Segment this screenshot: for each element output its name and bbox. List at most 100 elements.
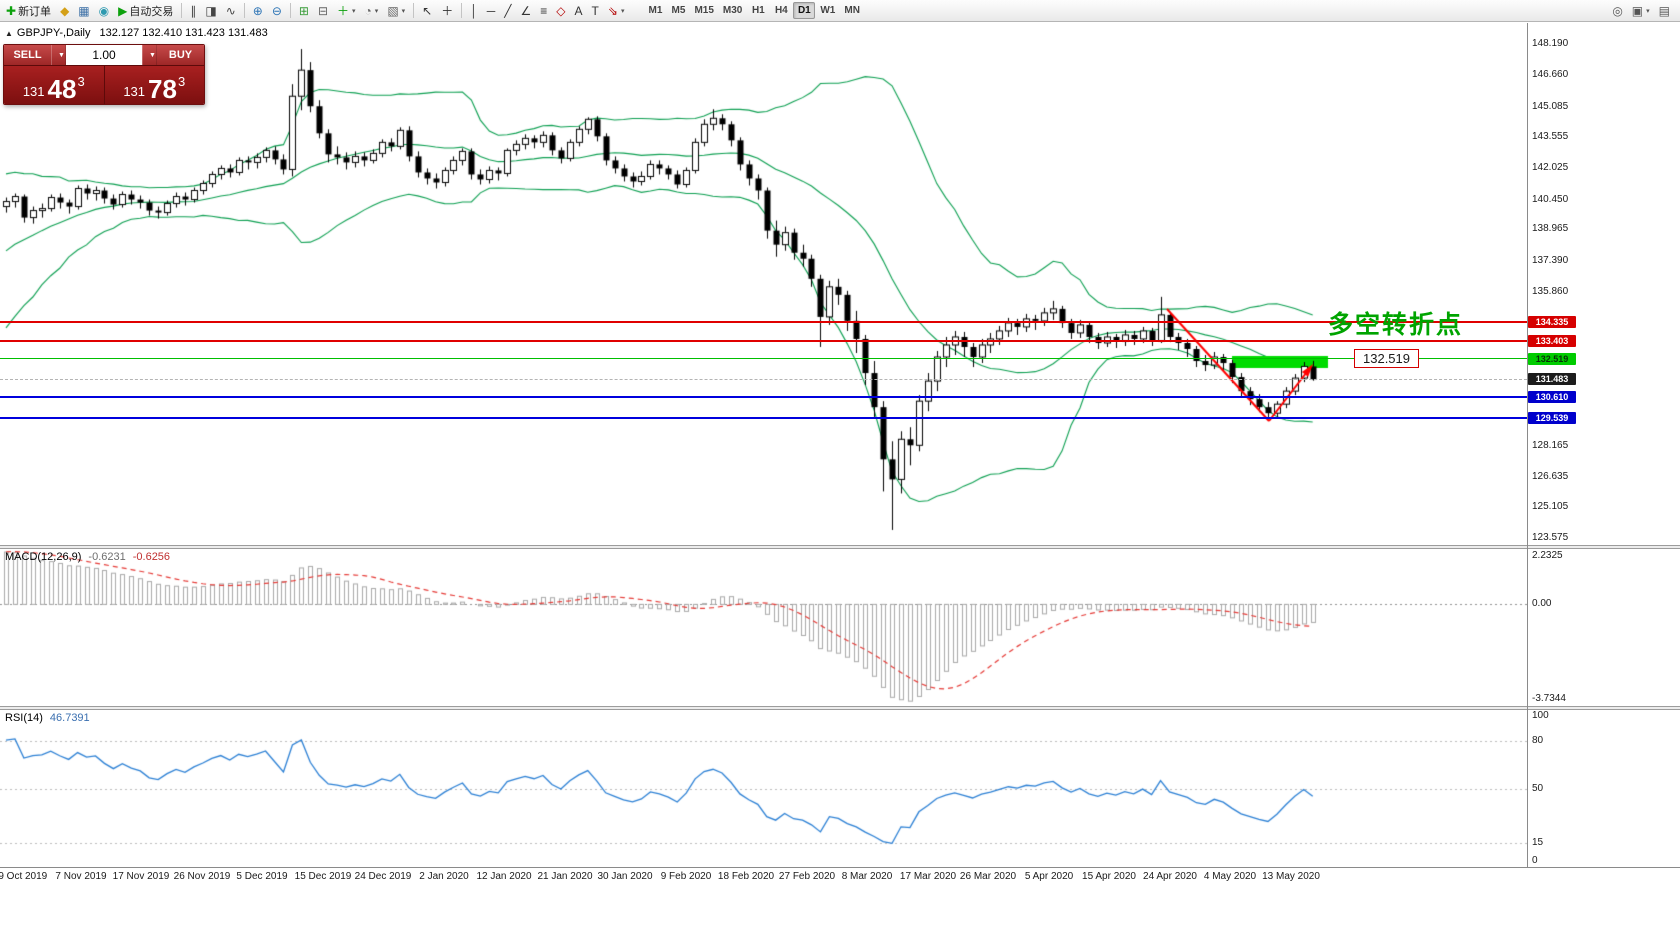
pane-separator[interactable] — [0, 706, 1680, 710]
new-order-button-label: 新订单 — [18, 5, 52, 18]
bar-chart-button[interactable]: ∥ — [186, 2, 200, 20]
price-callout-label[interactable]: 132.519 — [1354, 349, 1419, 368]
macd-label: MACD(12,26,9) -0.6231 -0.6256 — [5, 551, 170, 563]
timeframe-h1-button[interactable]: H1 — [747, 2, 769, 19]
channel-icon: ∠ — [520, 3, 532, 18]
fibonacci-button[interactable]: ≡ — [536, 2, 551, 20]
timeframe-mn-button[interactable]: MN — [840, 2, 864, 19]
date-label: 17 Nov 2019 — [112, 871, 170, 882]
rsi-axis-50: 50 — [1532, 782, 1544, 794]
price-axis-label: 148.190 — [1532, 38, 1569, 50]
auto-trading-button[interactable]: ▶ 自动交易 — [114, 2, 177, 20]
date-label: 21 Jan 2020 — [537, 871, 593, 882]
chart-title: ▲ GBPJPY-,Daily 132.127 132.410 131.423 13… — [5, 27, 268, 39]
rsi-pane-canvas[interactable] — [0, 710, 1527, 867]
date-label: 18 Feb 2020 — [717, 871, 775, 882]
timeframe-m15-button[interactable]: M15 — [690, 2, 717, 19]
chart-symbol-period: GBPJPY-,Daily — [16, 27, 91, 39]
periods-button[interactable]: ◔ ▾ — [361, 2, 383, 20]
toolbar-left-group: ✚ 新订单 ◆ ▦ ◉ ▶ 自动交易 ∥ ◨ ∿ ⊕ ⊖ ⊞ ⊟ ＋ ▾ ◔ ▾ ▧ ▾ ↖ ＋ │ ─ ╱ ∠ ≡ ◇ A T ⇘ ▾ — [2, 2, 628, 20]
new-chart-button[interactable]: ▣ ▾ — [1628, 2, 1654, 20]
text-label-button[interactable]: T — [588, 2, 603, 20]
market-watch-icon: ▦ — [78, 3, 90, 18]
periods-icon: ◔ — [364, 3, 372, 18]
chart-list-button[interactable]: ▤ — [1655, 2, 1674, 20]
toolbar-separator — [243, 3, 245, 18]
macd-signal-value: -0.6256 — [132, 551, 171, 563]
date-label: 29 Oct 2019 — [0, 871, 48, 882]
arrange-windows-button[interactable]: ⊟ — [314, 2, 332, 20]
main-chart-canvas[interactable] — [0, 24, 1527, 545]
timeframe-m30-button[interactable]: M30 — [719, 2, 746, 19]
trendline-button[interactable]: ╱ — [500, 2, 515, 20]
text-icon: A — [574, 3, 583, 18]
indicators-button[interactable]: ＋ ▾ — [333, 2, 360, 20]
macd-axis-min: -3.7344 — [1532, 693, 1566, 704]
vertical-line-button[interactable]: │ — [466, 2, 482, 20]
timeframe-m5-button[interactable]: M5 — [667, 2, 689, 19]
profiles-button[interactable]: ◆ — [56, 2, 73, 20]
timeframe-d1-button[interactable]: D1 — [793, 2, 816, 19]
timeframe-w1-button[interactable]: W1 — [816, 2, 839, 19]
toolbar-separator — [413, 3, 415, 18]
sell-options-caret-icon[interactable]: ▼ — [51, 45, 66, 65]
horizontal-line-button[interactable]: ─ — [483, 2, 500, 20]
timeframe-m1-button[interactable]: M1 — [644, 2, 666, 19]
date-label: 15 Apr 2020 — [1082, 871, 1136, 882]
bar-chart-icon: ∥ — [190, 3, 197, 18]
trendline-icon: ╱ — [504, 3, 512, 18]
rsi-axis-100: 100 — [1532, 710, 1549, 721]
buy-price-button[interactable]: 131 78 3 — [105, 66, 205, 104]
search-button[interactable]: ◎ — [1608, 2, 1626, 20]
new-order-button[interactable]: ✚ 新订单 — [2, 2, 55, 20]
price-axis-label: 126.635 — [1532, 470, 1569, 482]
rsi-value: 46.7391 — [49, 712, 90, 724]
turning-point-annotation[interactable]: 多空转折点 — [1328, 311, 1464, 339]
templates-icon: ▧ — [387, 3, 399, 18]
price-axis-label: 145.085 — [1532, 100, 1569, 112]
one-click-trading-panel: SELL ▼ ▼ BUY 131 48 3 131 78 3 — [3, 44, 205, 105]
rsi-axis-0: 0 — [1532, 855, 1538, 866]
buy-button[interactable]: BUY — [157, 45, 204, 65]
market-watch-button[interactable]: ▦ — [74, 2, 93, 20]
text-button[interactable]: A — [571, 2, 587, 20]
chart-ohlc-values: 132.127 132.410 131.423 131.483 — [99, 27, 268, 39]
trade-panel-top-row: SELL ▼ ▼ BUY — [4, 45, 204, 65]
price-tag-134.335: 134.335 — [1528, 316, 1576, 329]
profiles-icon: ◆ — [60, 3, 70, 18]
macd-pane-canvas[interactable] — [0, 549, 1527, 706]
shapes-button[interactable]: ◇ — [552, 2, 569, 20]
tile-windows-button[interactable]: ⊞ — [295, 2, 313, 20]
arrows-button[interactable]: ⇘ ▾ — [604, 2, 629, 20]
timeframe-h4-button[interactable]: H4 — [770, 2, 792, 19]
collapse-panel-icon[interactable]: ▲ — [5, 29, 13, 38]
arrows-icon: ⇘ — [607, 3, 618, 18]
price-axis-label: 138.965 — [1532, 223, 1569, 235]
sell-button[interactable]: SELL — [4, 45, 51, 65]
volume-caret-icon[interactable]: ▼ — [142, 45, 157, 65]
zoom-out-button[interactable]: ⊖ — [268, 2, 286, 20]
templates-button[interactable]: ▧ ▾ — [383, 2, 409, 20]
date-label: 2 Jan 2020 — [419, 871, 469, 882]
caret-down-icon: ▾ — [1646, 7, 1650, 15]
crosshair-icon: ＋ — [441, 3, 454, 18]
sell-price-pips: 48 — [47, 73, 77, 104]
volume-input[interactable] — [66, 45, 142, 65]
rsi-axis-80: 80 — [1532, 735, 1544, 747]
cursor-button[interactable]: ↖ — [418, 2, 436, 20]
channel-button[interactable]: ∠ — [517, 2, 536, 20]
chart-list-icon: ▤ — [1658, 3, 1670, 18]
shapes-icon: ◇ — [556, 3, 566, 18]
sell-price-prefix: 131 — [22, 84, 45, 100]
crosshair-button[interactable]: ＋ — [437, 2, 457, 20]
search-icon: ◎ — [1612, 3, 1623, 18]
date-label: 17 Mar 2020 — [899, 871, 957, 882]
trade-panel-prices: 131 48 3 131 78 3 — [4, 65, 204, 104]
zoom-in-button[interactable]: ⊕ — [249, 2, 267, 20]
navigator-button[interactable]: ◉ — [95, 2, 113, 20]
tile-windows-icon: ⊞ — [298, 3, 309, 18]
candle-chart-button[interactable]: ◨ — [201, 2, 220, 20]
pane-separator[interactable] — [0, 545, 1680, 549]
sell-price-button[interactable]: 131 48 3 — [4, 66, 104, 104]
line-chart-button[interactable]: ∿ — [222, 2, 240, 20]
